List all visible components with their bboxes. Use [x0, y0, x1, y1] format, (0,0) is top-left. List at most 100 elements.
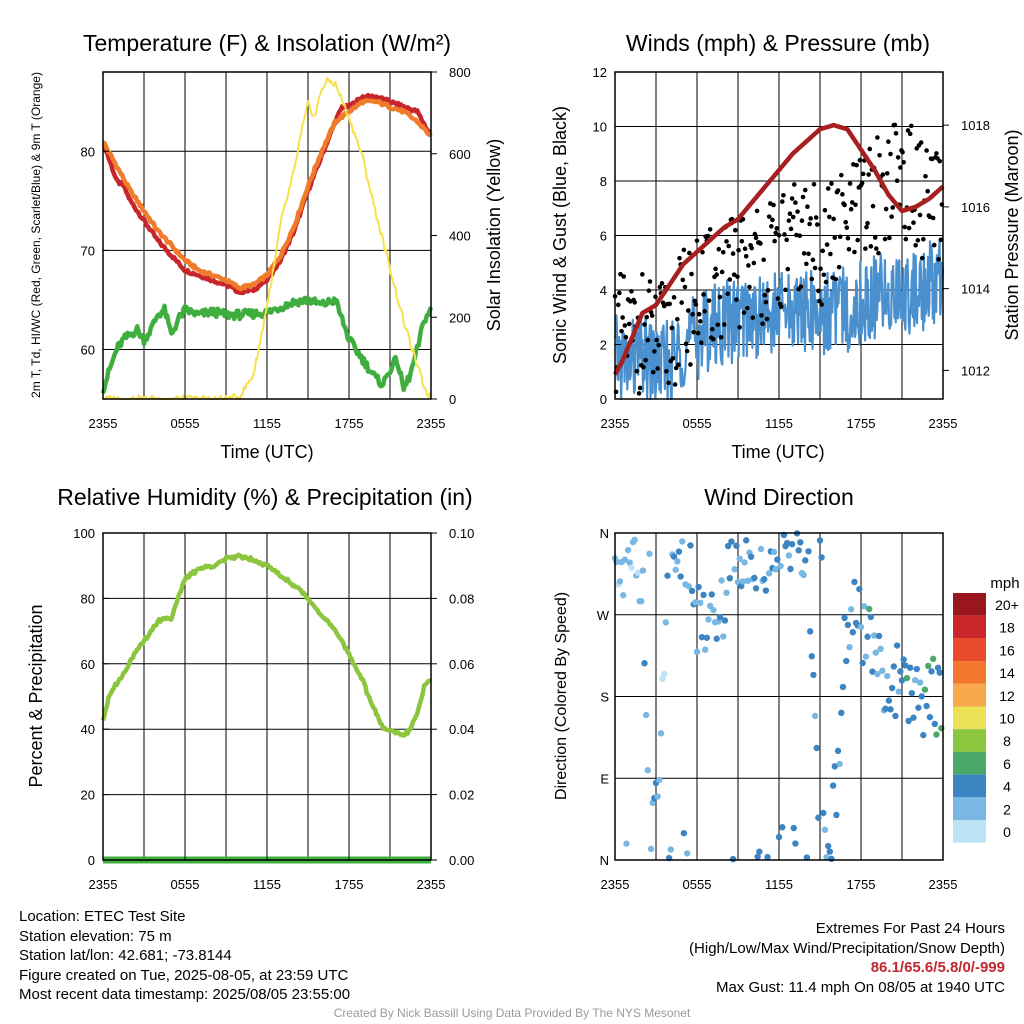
station-info: Location: ETEC Test Site Station elevati…: [19, 907, 350, 1005]
direction-point: [724, 542, 732, 550]
gust-point: [682, 284, 688, 290]
y-right-tick-label: 0: [449, 392, 456, 407]
direction-point: [907, 664, 914, 671]
colorbar-label: 14: [999, 665, 1015, 681]
direction-point: [843, 657, 850, 665]
x-tick-label: 2355: [929, 416, 958, 431]
gust-point: [924, 148, 929, 153]
gust-point: [720, 249, 726, 255]
gust-point: [632, 300, 637, 305]
gust-point: [774, 226, 780, 231]
x-tick-label: 2355: [89, 416, 118, 431]
colorbar-swatch: [953, 820, 986, 843]
gust-point: [655, 366, 660, 371]
winds-panel: Winds (mph) & Pressure (mb) 2355 0555 1155…: [550, 30, 1022, 462]
series-line-0: [101, 92, 433, 296]
y-right-tick-label: 0.10: [449, 526, 474, 541]
direction-point: [621, 556, 629, 563]
gust-point: [694, 238, 700, 243]
gust-point: [725, 291, 730, 296]
gust-point: [744, 305, 750, 311]
gust-point: [798, 284, 804, 289]
x-tick-label: 1755: [335, 416, 364, 431]
gust-point: [692, 298, 698, 304]
gust-point: [782, 232, 787, 237]
direction-point: [718, 577, 725, 584]
y-tick-label: 2: [600, 338, 607, 353]
direction-point: [913, 665, 920, 673]
gust-point: [846, 246, 852, 252]
direction-point: [634, 569, 642, 576]
gust-point: [860, 171, 866, 177]
direction-point: [785, 552, 793, 559]
gust-point: [907, 131, 913, 137]
colorbar-swatch: [953, 706, 986, 730]
gust-point: [718, 334, 724, 340]
colorbar-swatch: [953, 729, 986, 752]
direction-point: [857, 623, 865, 631]
x-tick-label: 0555: [171, 877, 200, 892]
gust-point: [781, 192, 786, 198]
direction-point: [642, 711, 650, 719]
direction-point: [836, 760, 843, 768]
direction-point: [847, 606, 855, 613]
direction-point: [672, 566, 679, 573]
x-tick-label: 1755: [335, 877, 364, 892]
wind-direction-ticks: 2355 0555 1155 1755 2355 N E S W N: [597, 526, 958, 892]
gust-point: [617, 290, 622, 296]
gust-point: [710, 326, 715, 332]
colorbar-label: 18: [999, 620, 1015, 636]
direction-point: [626, 559, 633, 566]
direction-point: [657, 730, 665, 737]
direction-point: [764, 853, 771, 861]
direction-point: [774, 556, 781, 563]
gust-point: [763, 299, 769, 305]
gust-point: [739, 238, 745, 244]
wind-direction-series: [611, 530, 945, 863]
gust-point: [671, 295, 677, 300]
gust-point: [831, 216, 836, 222]
y-right-tick-label: 0.00: [449, 853, 474, 868]
direction-point: [723, 589, 730, 596]
gust-point: [808, 216, 814, 221]
x-tick-label: 2355: [601, 877, 630, 892]
gust-point: [736, 247, 741, 253]
direction-point: [713, 635, 720, 642]
gust-point: [894, 178, 900, 184]
direction-point: [910, 714, 917, 721]
gust-point: [892, 122, 898, 128]
gust-point: [722, 322, 727, 327]
y-right-tick-label: 200: [449, 310, 471, 325]
gust-point: [730, 251, 736, 256]
humidity-ticks: 2355 0555 1155 1755 2355 0 20 40 60 80 100 0.00 0.02…: [73, 526, 474, 892]
direction-point: [828, 855, 835, 863]
direction-point: [762, 587, 770, 594]
direction-point: [752, 585, 760, 592]
station-location: Location: ETEC Test Site: [19, 908, 186, 925]
gust-point: [870, 203, 876, 209]
gust-point: [667, 301, 672, 307]
x-tick-label: 1155: [253, 416, 281, 431]
series-line-2: [100, 295, 434, 394]
gust-point: [731, 272, 737, 277]
direction-point: [861, 603, 868, 610]
direction-point: [933, 731, 940, 738]
direction-point: [670, 553, 678, 560]
direction-point: [920, 731, 927, 739]
humidity-ylabel: Percent & Precipitation: [26, 604, 46, 787]
gust-point: [905, 128, 911, 133]
gust-point: [685, 308, 691, 313]
y-tick-label: 40: [81, 722, 95, 737]
gust-point: [804, 261, 809, 267]
gust-point: [761, 257, 766, 263]
direction-point: [929, 655, 937, 663]
gust-point: [657, 284, 663, 290]
gust-point: [863, 246, 868, 251]
direction-point: [872, 649, 879, 656]
direction-point: [639, 567, 647, 574]
gust-point: [735, 274, 740, 279]
direction-point: [895, 688, 902, 695]
gust-point: [766, 214, 772, 219]
direction-point: [790, 824, 797, 832]
direction-point: [826, 848, 834, 855]
